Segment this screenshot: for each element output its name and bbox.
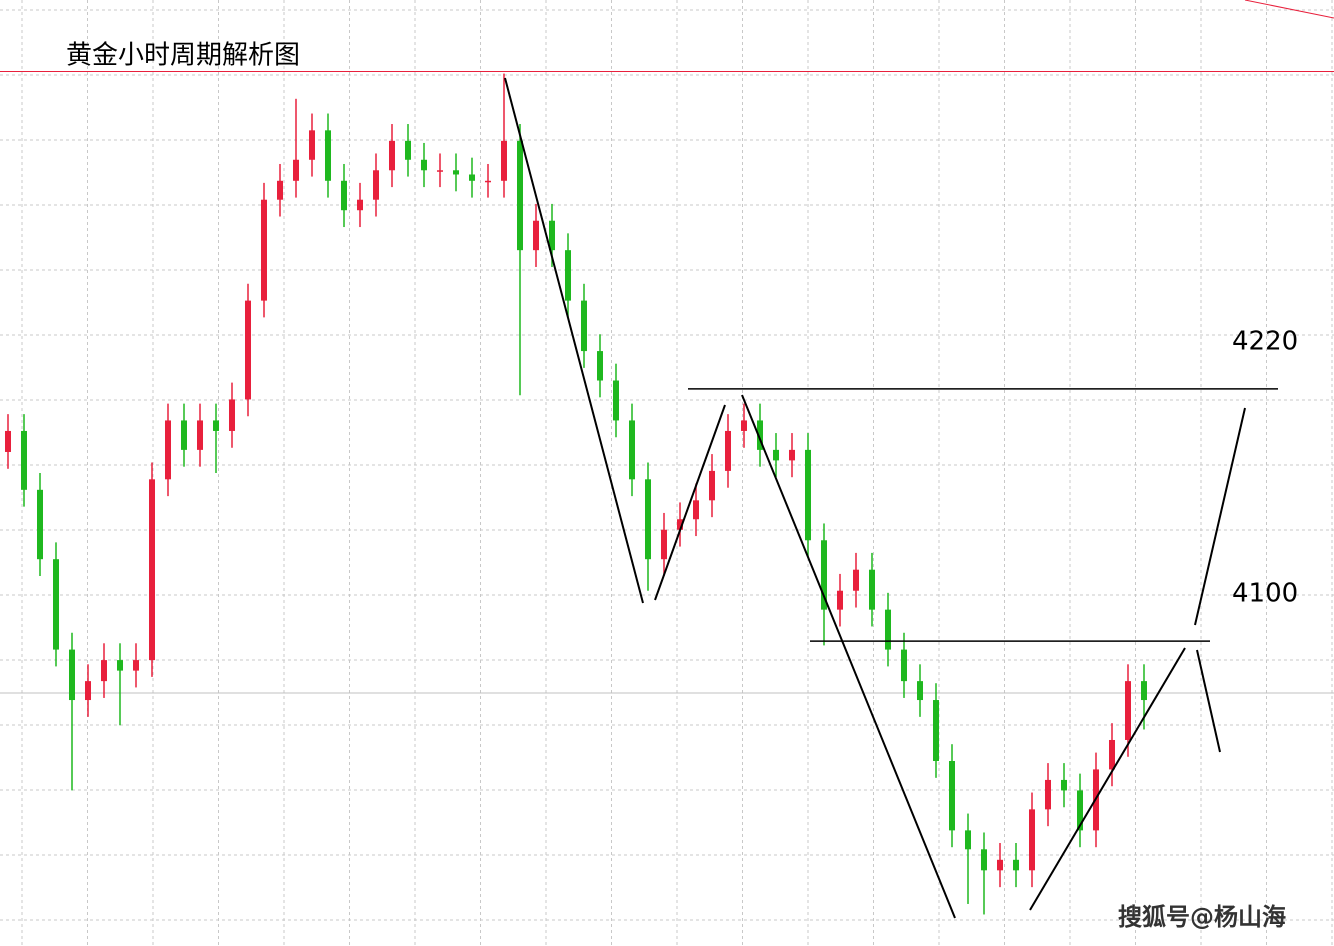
candle-body: [309, 130, 315, 160]
trend-line: [1194, 407, 1246, 626]
red-line: [1244, 0, 1334, 19]
candle-body: [485, 180, 491, 183]
candle-body: [69, 649, 75, 701]
candle-body: [5, 430, 11, 452]
trend-line: [654, 404, 726, 601]
candle-body: [693, 500, 699, 520]
candle-body: [117, 660, 123, 671]
candle-body: [709, 470, 715, 501]
candle-body: [341, 180, 347, 211]
candle-body: [997, 859, 1003, 871]
candle-body: [789, 449, 795, 461]
candle-body: [725, 430, 731, 471]
candle-body: [149, 479, 155, 661]
candle-body: [821, 540, 827, 610]
candle-body: [21, 430, 27, 490]
candle-body: [37, 489, 43, 560]
candle-body: [533, 220, 539, 251]
candle-body: [645, 479, 651, 560]
trend-line: [1029, 647, 1186, 911]
level-label: 4100: [1232, 579, 1298, 609]
candle-body: [1029, 809, 1035, 871]
candle-body: [869, 569, 875, 610]
candle-body: [1109, 739, 1115, 770]
candle-body: [1125, 681, 1131, 740]
candle-body: [101, 660, 107, 682]
candle-body: [981, 849, 987, 871]
candle-body: [357, 199, 363, 211]
candle-body: [245, 300, 251, 400]
candle-body: [213, 420, 219, 431]
chart-title: 黄金小时周期解析图: [66, 41, 300, 71]
trend-line: [741, 394, 956, 919]
candle-body: [965, 830, 971, 850]
candle-body: [1061, 779, 1067, 791]
candle-body: [949, 761, 955, 831]
candle-body: [437, 170, 443, 172]
candle-body: [1045, 779, 1051, 810]
candle-body: [181, 420, 187, 450]
candle-body: [677, 519, 683, 530]
candle-body: [133, 660, 139, 671]
candle-body: [293, 159, 299, 181]
candle-body: [85, 681, 91, 701]
candle-body: [661, 529, 667, 560]
candle-body: [613, 380, 619, 421]
candle-body: [1141, 681, 1147, 701]
candle-body: [389, 140, 395, 171]
level-label: 4220: [1232, 326, 1298, 356]
candle-body: [773, 449, 779, 461]
candle-body: [373, 170, 379, 200]
candle-body: [917, 681, 923, 701]
candle-body: [853, 569, 859, 591]
candle-body: [453, 170, 459, 175]
candle-body: [565, 250, 571, 301]
candle-body: [597, 351, 603, 381]
candle-body: [53, 559, 59, 650]
candle-body: [405, 140, 411, 160]
candle-body: [549, 220, 555, 251]
candle-body: [229, 399, 235, 431]
candle-body: [581, 300, 587, 352]
watermark: 搜狐号@杨山海: [1118, 903, 1286, 931]
candle-body: [421, 159, 427, 171]
candle-body: [165, 420, 171, 480]
trend-line: [504, 77, 644, 604]
candle-body: [469, 174, 475, 181]
candle-body: [629, 420, 635, 480]
candle-body: [805, 449, 811, 541]
candle-body: [901, 649, 907, 682]
candle-body: [885, 609, 891, 650]
candle-body: [1013, 859, 1019, 871]
candle-body: [501, 140, 507, 181]
candle-body: [741, 420, 747, 431]
candles: [5, 73, 1147, 915]
candle-body: [517, 140, 523, 251]
candle-body: [757, 420, 763, 450]
trend-line: [1196, 649, 1221, 753]
candle-body: [277, 180, 283, 200]
candle-body: [325, 130, 331, 181]
candle-body: [1077, 790, 1083, 831]
candle-body: [933, 700, 939, 762]
candle-body: [837, 590, 843, 610]
candle-body: [197, 420, 203, 450]
candle-body: [261, 199, 267, 301]
